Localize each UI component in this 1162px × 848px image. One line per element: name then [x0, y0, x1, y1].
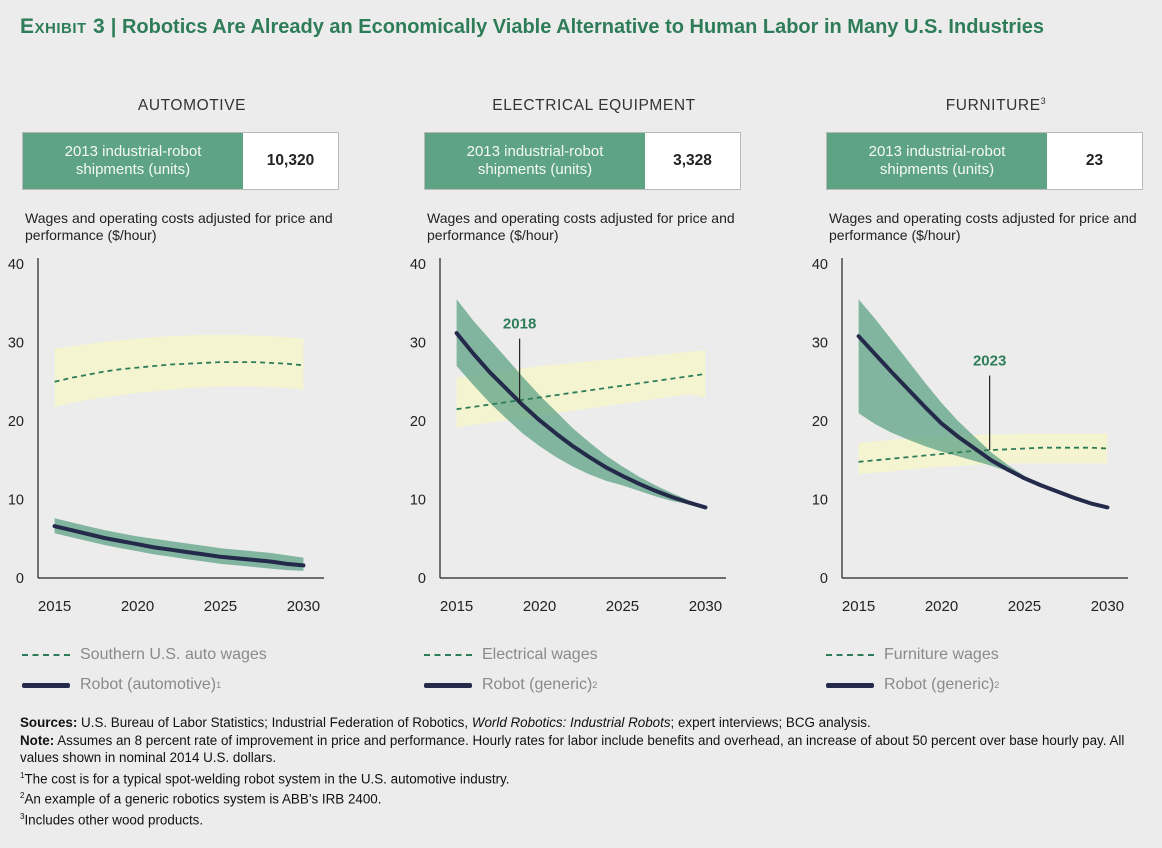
- footnote-2: 2An example of a generic robotics system…: [20, 791, 382, 807]
- chart-legend: Electrical wages Robot (generic) 2: [424, 640, 754, 700]
- footnote-3: 3Includes other wood products.: [20, 812, 204, 828]
- industry-title: ELECTRICAL EQUIPMENT: [492, 97, 696, 115]
- y-axis-label: Wages and operating costs adjusted for p…: [829, 210, 1137, 243]
- legend-item: Electrical wages: [424, 640, 754, 670]
- chart-legend: Southern U.S. auto wages Robot (automotiv…: [22, 640, 352, 700]
- x-tick-label: 2025: [606, 598, 639, 615]
- legend-item: Southern U.S. auto wages: [22, 640, 352, 670]
- chart-legend: Furniture wages Robot (generic) 2: [826, 640, 1156, 700]
- x-tick-label: 2015: [440, 598, 473, 615]
- shipments-box: 2013 industrial-robot shipments (units) 3…: [424, 132, 741, 190]
- legend-label: Furniture wages: [884, 646, 999, 663]
- title-separator: |: [110, 16, 117, 38]
- wage-line: [456, 373, 706, 411]
- x-tick-label: 2030: [287, 598, 320, 615]
- shipments-label: 2013 industrial-robot shipments (units): [827, 133, 1047, 189]
- y-tick-label: 20: [410, 414, 426, 430]
- x-tick-label: 2020: [121, 598, 154, 615]
- x-tick-label: 2015: [38, 598, 71, 615]
- legend-label: Robot (automotive): [80, 676, 217, 693]
- note-line: Note: Assumes an 8 percent rate of impro…: [20, 732, 1125, 766]
- solid-line-swatch: [22, 682, 70, 688]
- y-tick-label: 0: [418, 571, 426, 587]
- shipments-label: 2013 industrial-robot shipments (units): [23, 133, 243, 189]
- shipments-box: 2013 industrial-robot shipments (units) 2…: [826, 132, 1143, 190]
- solid-line-swatch: [826, 682, 874, 688]
- y-tick-label: 30: [812, 336, 828, 352]
- x-tick-label: 2020: [925, 598, 958, 615]
- y-tick-label: 40: [812, 257, 828, 273]
- dashed-line-swatch: [424, 654, 472, 656]
- y-tick-label: 10: [812, 493, 828, 509]
- legend-label: Robot (generic): [884, 676, 995, 693]
- wage-range-band: [54, 334, 304, 407]
- y-tick-label: 20: [812, 414, 828, 430]
- robot-range-band: [858, 299, 1108, 508]
- x-tick-label: 2025: [204, 598, 237, 615]
- y-tick-label: 0: [16, 571, 24, 587]
- legend-item: Robot (generic) 2: [424, 670, 754, 700]
- legend-footnote-ref: 2: [994, 680, 1000, 690]
- y-tick-label: 30: [410, 336, 426, 352]
- y-tick-label: 40: [8, 257, 24, 273]
- crossover-year-label: 2023: [973, 353, 1006, 370]
- y-tick-label: 10: [410, 493, 426, 509]
- y-tick-label: 40: [410, 257, 426, 273]
- industry-title: FURNITURE3: [945, 96, 1047, 115]
- robot-range-band: [456, 299, 706, 508]
- chart-panel-3: FURNITURE3 2013 industrial-robot shipment…: [812, 0, 1162, 700]
- exhibit-title: Exhibit 3 | Robotics Are Already an Econ…: [20, 14, 1140, 40]
- dashed-line-swatch: [22, 654, 70, 656]
- source-notes: Sources: U.S. Bureau of Labor Statistics…: [20, 714, 1150, 829]
- legend-label: Southern U.S. auto wages: [80, 646, 267, 663]
- solid-line-swatch: [424, 682, 472, 688]
- footnote-1: 1The cost is for a typical spot-welding …: [20, 770, 510, 786]
- shipments-box: 2013 industrial-robot shipments (units) 1…: [22, 132, 339, 190]
- y-axis-label: Wages and operating costs adjusted for p…: [427, 210, 735, 243]
- legend-footnote-ref: 1: [216, 680, 222, 690]
- dashed-line-swatch: [826, 654, 874, 656]
- y-tick-label: 0: [820, 571, 828, 587]
- legend-label: Robot (generic): [482, 676, 593, 693]
- legend-item: Furniture wages: [826, 640, 1156, 670]
- robot-cost-line: [856, 334, 1110, 510]
- x-tick-label: 2020: [523, 598, 556, 615]
- wage-line: [858, 446, 1108, 463]
- legend-footnote-ref: 2: [592, 680, 598, 690]
- x-tick-label: 2025: [1008, 598, 1041, 615]
- sources-line: Sources: U.S. Bureau of Labor Statistics…: [20, 715, 871, 730]
- chart-panel-2: ELECTRICAL EQUIPMENT 2013 industrial-robo…: [410, 0, 764, 700]
- crossover-year-label: 2018: [503, 316, 536, 333]
- exhibit-number: Exhibit 3: [20, 15, 106, 38]
- x-tick-label: 2030: [689, 598, 722, 615]
- shipments-value: 3,328: [645, 133, 740, 189]
- legend-label: Electrical wages: [482, 646, 598, 663]
- legend-item: Robot (generic) 2: [826, 670, 1156, 700]
- title-text: Robotics Are Already an Economically Via…: [121, 16, 1045, 38]
- legend-item: Robot (automotive) 1: [22, 670, 352, 700]
- y-tick-label: 30: [8, 336, 24, 352]
- x-tick-label: 2030: [1091, 598, 1124, 615]
- shipments-label: 2013 industrial-robot shipments (units): [425, 133, 645, 189]
- y-axis-label: Wages and operating costs adjusted for p…: [25, 210, 333, 243]
- wage-line: [54, 361, 304, 383]
- x-tick-label: 2015: [842, 598, 875, 615]
- industry-title: AUTOMOTIVE: [137, 97, 247, 115]
- y-tick-label: 10: [8, 493, 24, 509]
- shipments-value: 23: [1047, 133, 1142, 189]
- shipments-value: 10,320: [243, 133, 338, 189]
- robot-cost-line: [52, 524, 306, 568]
- robot-cost-line: [454, 331, 708, 510]
- chart-panel-1: AUTOMOTIVE 2013 industrial-robot shipment…: [8, 0, 362, 700]
- y-tick-label: 20: [8, 414, 24, 430]
